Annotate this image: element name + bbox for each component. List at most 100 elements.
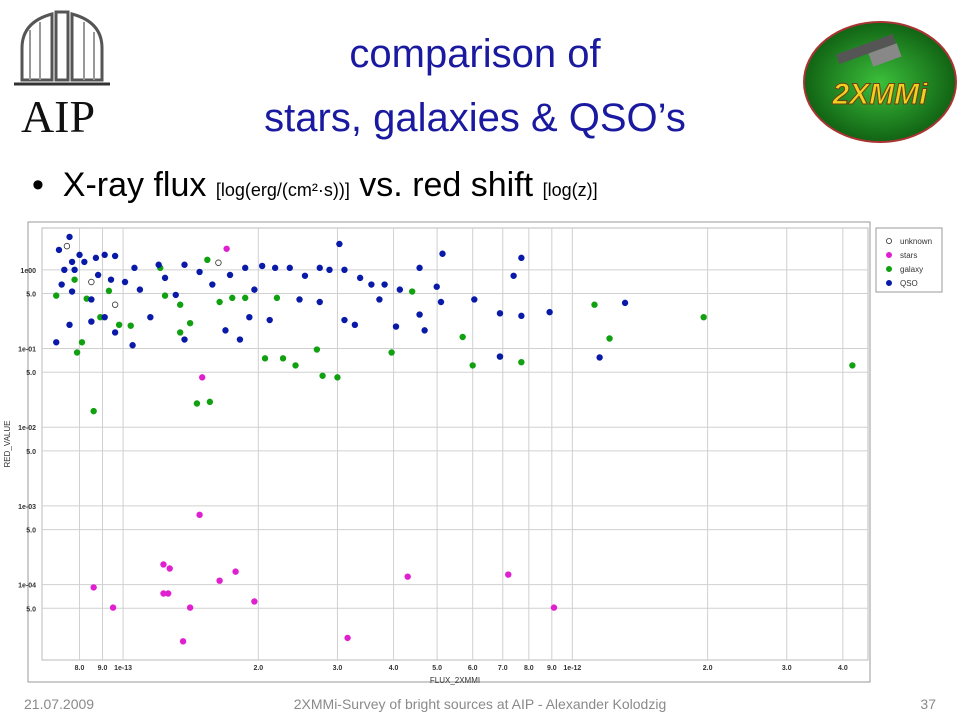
data-point xyxy=(127,322,134,329)
x-axis-label: FLUX_2XMMI xyxy=(430,676,480,685)
x-tick-label: 8.0 xyxy=(524,665,534,672)
data-point xyxy=(505,571,512,578)
y-tick-label: 5.0 xyxy=(26,528,36,535)
x-tick-label: 8.0 xyxy=(75,665,85,672)
data-point xyxy=(121,278,129,286)
data-point xyxy=(416,264,423,272)
data-point xyxy=(204,256,211,264)
data-point xyxy=(88,318,95,325)
data-point xyxy=(115,321,123,329)
data-point xyxy=(166,565,173,572)
data-point xyxy=(81,258,88,266)
x-tick-label: 1e-12 xyxy=(563,665,581,672)
data-point xyxy=(251,286,258,293)
data-point xyxy=(392,323,400,330)
data-point xyxy=(421,327,428,334)
y-tick-label: 5.0 xyxy=(26,370,36,377)
bullet-text: X-ray flux xyxy=(62,166,207,204)
data-point xyxy=(160,561,167,568)
y-axis-label: RED_VALUE xyxy=(3,421,12,468)
data-point xyxy=(700,313,707,321)
data-point xyxy=(229,294,236,302)
y-tick-label: 1e00 xyxy=(20,268,36,275)
data-point xyxy=(109,604,117,611)
data-point xyxy=(301,272,309,279)
xmm-logo: 2XMMi xyxy=(803,21,957,143)
data-point xyxy=(66,233,73,241)
footer-date: 21.07.2009 xyxy=(24,696,95,712)
data-point xyxy=(496,353,504,360)
bullet-unit: [log(z)] xyxy=(542,180,598,200)
data-point xyxy=(55,246,63,254)
data-point xyxy=(176,329,184,336)
data-point xyxy=(271,264,279,272)
data-point xyxy=(53,339,60,346)
data-point xyxy=(147,313,154,321)
data-point xyxy=(336,240,343,248)
x-tick-label: 3.0 xyxy=(782,665,792,672)
legend-marker xyxy=(886,280,893,287)
data-point xyxy=(326,266,333,274)
data-point xyxy=(186,604,194,611)
bullet-dot: • xyxy=(32,166,63,204)
data-point xyxy=(66,321,73,329)
data-point xyxy=(131,264,138,272)
bullet-text: vs. red shift xyxy=(359,166,534,204)
x-tick-label: 2.0 xyxy=(703,665,713,672)
x-tick-label: 1e-13 xyxy=(114,665,132,672)
data-point xyxy=(518,358,525,366)
data-point xyxy=(606,335,613,342)
y-tick-label: 5.0 xyxy=(26,292,36,299)
data-point xyxy=(90,584,97,591)
data-point xyxy=(161,274,169,282)
x-tick-label: 7.0 xyxy=(498,665,508,672)
data-point xyxy=(58,281,65,288)
data-point xyxy=(433,283,440,290)
y-tick-label: 1e-02 xyxy=(18,425,36,432)
legend-marker xyxy=(886,266,893,273)
data-point xyxy=(251,598,258,605)
data-point xyxy=(437,298,445,306)
data-point xyxy=(396,286,404,293)
data-point xyxy=(90,407,97,415)
data-point xyxy=(193,400,201,407)
data-point xyxy=(496,310,504,317)
data-point xyxy=(76,251,83,259)
legend-label: unknown xyxy=(900,237,932,246)
data-point xyxy=(129,342,136,349)
data-point xyxy=(621,299,629,307)
data-point xyxy=(510,272,517,279)
data-point xyxy=(94,271,102,279)
data-point xyxy=(242,294,249,302)
aip-logo: AIP xyxy=(14,10,110,142)
legend-label: QSO xyxy=(900,279,918,288)
data-point xyxy=(53,292,60,299)
data-point xyxy=(172,291,179,299)
data-point xyxy=(296,296,303,303)
data-point xyxy=(136,286,144,293)
data-point xyxy=(181,336,188,343)
data-point xyxy=(313,346,321,353)
data-point xyxy=(164,590,172,597)
data-point xyxy=(176,301,184,308)
legend-label: galaxy xyxy=(900,265,923,274)
y-tick-label: 1e-03 xyxy=(18,504,36,511)
y-tick-label: 1e-04 xyxy=(18,583,36,590)
data-point xyxy=(68,258,76,266)
data-point xyxy=(226,271,234,279)
data-point xyxy=(518,254,525,262)
data-point xyxy=(439,250,446,257)
data-point xyxy=(232,568,239,575)
data-point xyxy=(161,292,169,299)
data-point xyxy=(518,312,525,320)
data-point xyxy=(88,278,95,286)
data-point xyxy=(107,276,115,283)
data-point xyxy=(155,261,162,268)
data-point xyxy=(351,321,359,329)
data-point xyxy=(209,281,216,288)
data-point xyxy=(344,634,351,642)
data-point xyxy=(78,339,86,346)
data-point xyxy=(849,362,856,369)
data-point xyxy=(279,355,287,362)
data-point xyxy=(546,308,553,316)
